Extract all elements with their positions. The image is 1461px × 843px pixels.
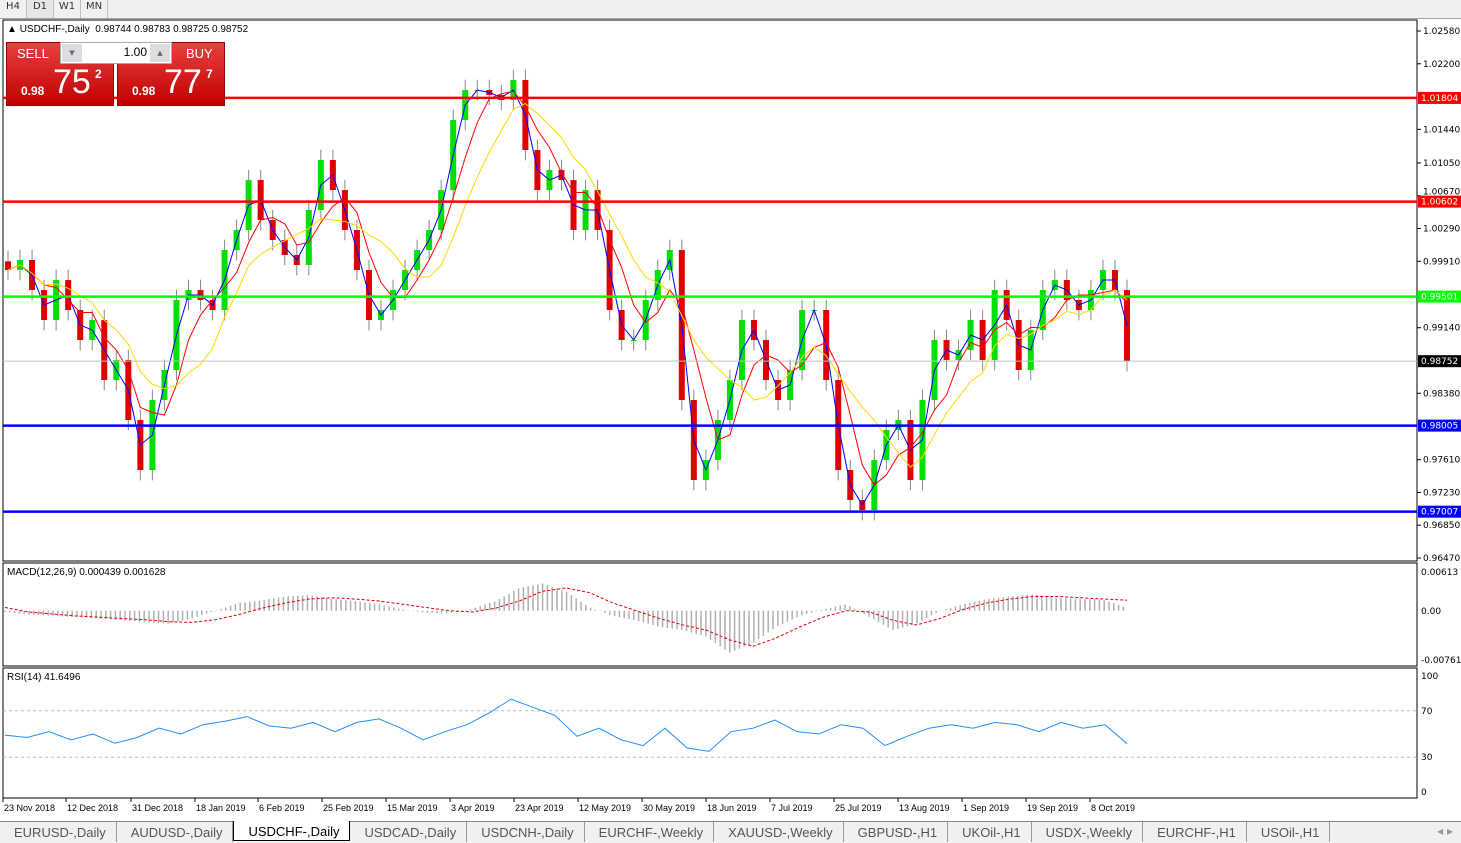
timeframe-h4[interactable]: H4 bbox=[0, 0, 27, 18]
chart-canvas[interactable]: 1.025801.022001.014401.010501.006701.002… bbox=[0, 0, 1461, 820]
tab-scroll-arrows[interactable]: ◂ ▸ bbox=[1437, 824, 1453, 838]
chart-tab[interactable]: USDCHF-,Daily bbox=[233, 821, 351, 841]
chart-tabs: EURUSD-,Daily AUDUSD-,Daily USDCHF-,Daily U… bbox=[0, 821, 1461, 843]
one-click-trading-panel: SELL 0.98 75 2 BUY 0.98 77 7 ▼ 1.00 ▲ bbox=[6, 42, 225, 106]
sell-label: SELL bbox=[17, 46, 49, 61]
current-price-tag bbox=[1418, 355, 1461, 368]
rsi-tick-label: 100 bbox=[1421, 672, 1438, 682]
level-price-tag bbox=[1418, 91, 1461, 104]
macd-max-label: 0.00613 bbox=[1421, 568, 1458, 578]
date-label: 18 Jan 2019 bbox=[196, 803, 246, 813]
date-label: 13 Aug 2019 bbox=[899, 803, 950, 813]
level-price-label: 1.01804 bbox=[1421, 94, 1458, 104]
macd-label: MACD(12,26,9) 0.000439 0.001628 bbox=[7, 567, 166, 578]
chart-tab[interactable]: EURCHF-,H1 bbox=[1143, 822, 1247, 842]
date-label: 25 Jul 2019 bbox=[835, 803, 882, 813]
date-label: 15 Mar 2019 bbox=[387, 803, 438, 813]
level-price-label: 0.98005 bbox=[1421, 422, 1458, 432]
date-label: 3 Apr 2019 bbox=[451, 803, 495, 813]
candle-body bbox=[5, 261, 11, 271]
level-price-label: 0.99501 bbox=[1421, 293, 1458, 303]
date-label: 23 Apr 2019 bbox=[515, 803, 564, 813]
price-tick-label: 0.97230 bbox=[1423, 488, 1460, 498]
current-price-label: 0.98752 bbox=[1421, 357, 1458, 367]
sell-price-fraction: 2 bbox=[95, 67, 102, 81]
rsi-line bbox=[4, 698, 1128, 752]
chart-tab[interactable]: USDCNH-,Daily bbox=[467, 822, 585, 842]
lot-size-input[interactable]: 1.00 bbox=[123, 45, 147, 59]
chart-tab[interactable]: USDX-,Weekly bbox=[1032, 822, 1144, 842]
timeframe-d1[interactable]: D1 bbox=[27, 0, 54, 18]
chart-tab[interactable]: UKOil-,H1 bbox=[948, 822, 1032, 842]
lot-decrease-button[interactable]: ▼ bbox=[62, 44, 82, 62]
rsi-label: RSI(14) 41.6496 bbox=[7, 672, 81, 683]
macd-zero-label: 0.00 bbox=[1421, 607, 1441, 617]
ma-slow-line bbox=[7, 102, 1128, 468]
price-tick-label: 1.01050 bbox=[1423, 159, 1460, 169]
ma-fast-line bbox=[7, 89, 1128, 507]
ma-mid-line bbox=[7, 90, 1128, 486]
buy-price-fraction: 7 bbox=[206, 67, 213, 81]
rsi-tick-label: 0 bbox=[1421, 788, 1427, 798]
sell-price-big: 0.98 bbox=[21, 84, 45, 98]
price-tick-label: 0.96850 bbox=[1423, 521, 1460, 531]
price-tick-label: 0.99910 bbox=[1423, 257, 1460, 267]
price-tick-label: 0.96470 bbox=[1423, 554, 1460, 564]
date-label: 30 May 2019 bbox=[643, 803, 695, 813]
ohlc-readout: 0.98744 0.98783 0.98725 0.98752 bbox=[95, 24, 249, 35]
price-tick-label: 1.00670 bbox=[1423, 188, 1460, 198]
date-label: 6 Feb 2019 bbox=[259, 803, 305, 813]
date-label: 8 Oct 2019 bbox=[1091, 803, 1135, 813]
macd-min-label: -0.007612 bbox=[1421, 656, 1461, 666]
date-label: 19 Sep 2019 bbox=[1027, 803, 1078, 813]
price-tick-label: 0.97610 bbox=[1423, 456, 1460, 466]
rsi-tick-label: 30 bbox=[1421, 753, 1433, 763]
price-tick-label: 0.98380 bbox=[1423, 389, 1460, 399]
date-label: 1 Sep 2019 bbox=[963, 803, 1009, 813]
chart-tab[interactable]: EURUSD-,Daily bbox=[0, 822, 117, 842]
price-tick-label: 1.00290 bbox=[1423, 225, 1460, 235]
buy-label: BUY bbox=[186, 46, 213, 61]
timeframe-mn[interactable]: MN bbox=[81, 0, 108, 18]
level-price-tag bbox=[1418, 195, 1461, 208]
macd-signal-line bbox=[4, 587, 1128, 647]
chart-tab[interactable]: EURCHF-,Weekly bbox=[585, 822, 715, 842]
chart-tab[interactable]: AUDUSD-,Daily bbox=[117, 822, 234, 842]
price-tick-label: 1.01440 bbox=[1423, 125, 1460, 135]
price-tick-label: 1.02200 bbox=[1423, 60, 1460, 70]
symbol-label: USDCHF-,Daily bbox=[19, 24, 90, 35]
timeframe-w1[interactable]: W1 bbox=[54, 0, 81, 18]
buy-price-pips: 77 bbox=[164, 63, 202, 101]
lot-size-stepper: ▼ 1.00 ▲ bbox=[60, 42, 172, 64]
chart-title: ▲ USDCHF-,Daily 0.98744 0.98783 0.98725 … bbox=[7, 24, 249, 35]
timeframe-toolbar: H4 D1 W1 MN bbox=[0, 0, 1461, 19]
rsi-tick-label: 70 bbox=[1421, 707, 1433, 717]
level-price-tag bbox=[1418, 505, 1461, 518]
lot-increase-button[interactable]: ▲ bbox=[150, 44, 170, 62]
level-price-tag bbox=[1418, 419, 1461, 432]
chart-tab[interactable]: USOil-,H1 bbox=[1247, 822, 1331, 842]
sell-price-pips: 75 bbox=[53, 63, 91, 101]
main-price-panel bbox=[2, 19, 1418, 562]
chart-tab[interactable]: USDCAD-,Daily bbox=[350, 822, 468, 842]
date-label: 18 Jun 2019 bbox=[707, 803, 757, 813]
date-label: 23 Nov 2018 bbox=[4, 803, 55, 813]
level-price-label: 1.00602 bbox=[1421, 198, 1458, 208]
buy-price-big: 0.98 bbox=[132, 84, 156, 98]
chart-tab[interactable]: XAUUSD-,Weekly bbox=[714, 822, 844, 842]
date-label: 31 Dec 2018 bbox=[132, 803, 183, 813]
rsi-panel bbox=[2, 667, 1418, 799]
level-price-label: 0.97007 bbox=[1421, 508, 1458, 518]
price-tick-label: 1.02580 bbox=[1423, 27, 1460, 37]
price-tick-label: 0.99140 bbox=[1423, 324, 1460, 334]
date-label: 12 May 2019 bbox=[579, 803, 631, 813]
date-label: 7 Jul 2019 bbox=[771, 803, 813, 813]
level-price-tag bbox=[1418, 290, 1461, 303]
chart-tab[interactable]: GBPUSD-,H1 bbox=[844, 822, 949, 842]
date-label: 12 Dec 2018 bbox=[67, 803, 118, 813]
date-label: 25 Feb 2019 bbox=[323, 803, 374, 813]
